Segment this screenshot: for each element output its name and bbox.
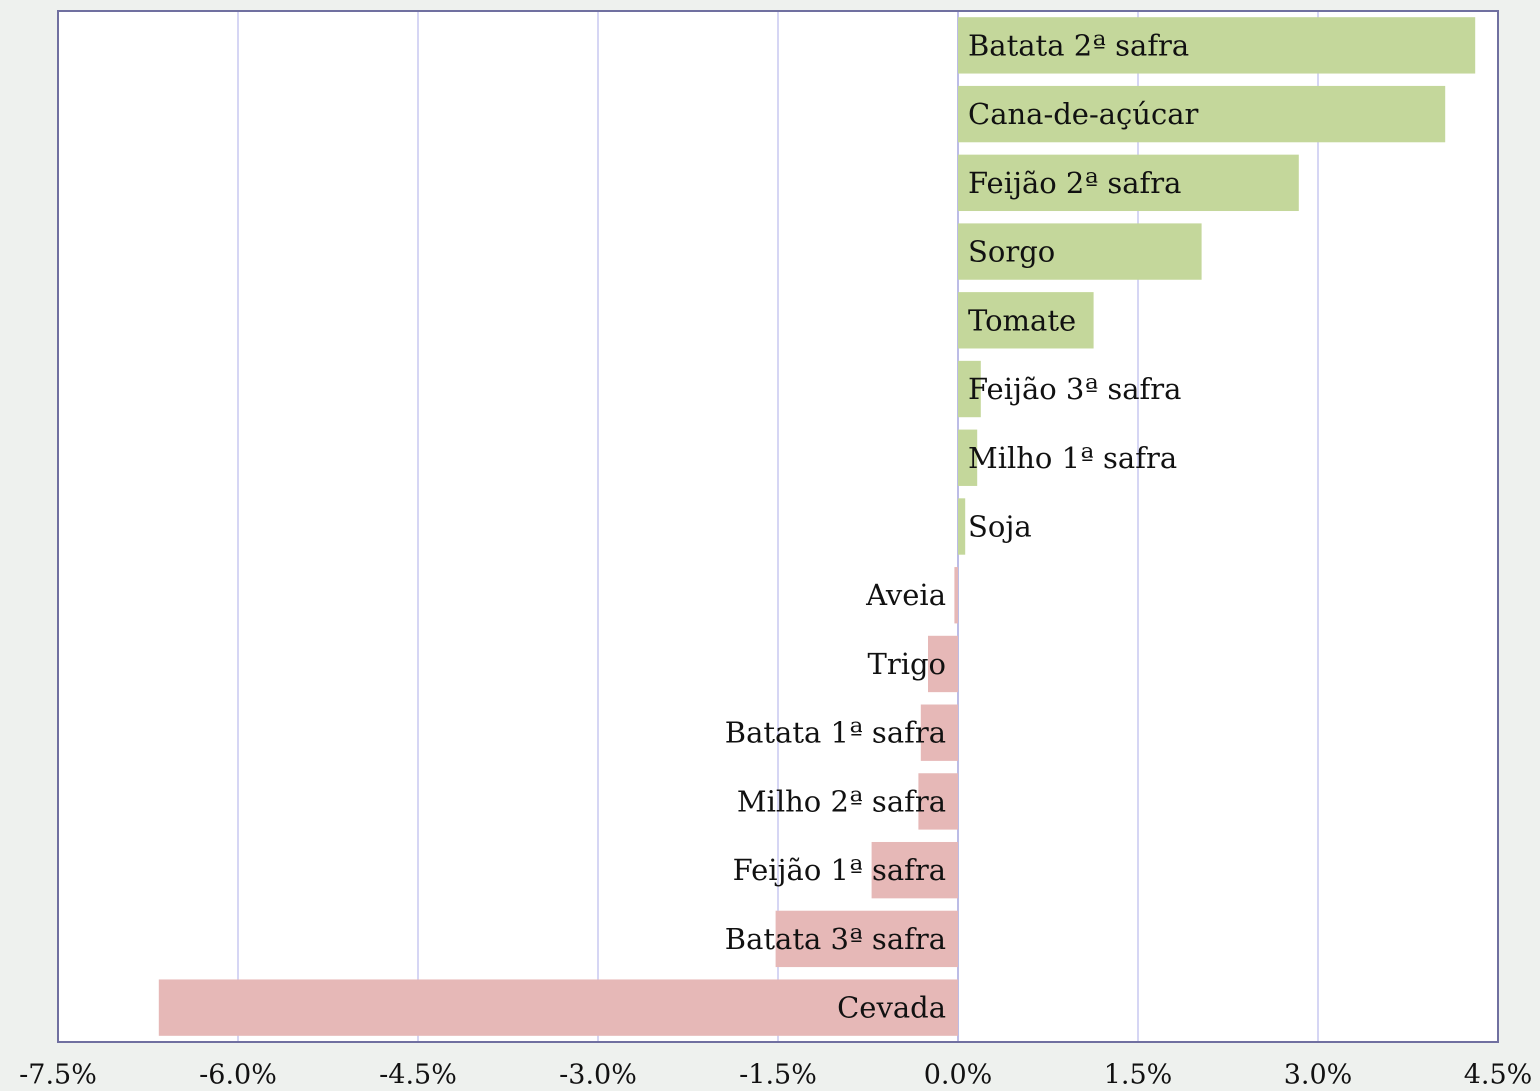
bar xyxy=(958,154,1299,212)
x-tick-label: -6.0% xyxy=(199,1060,277,1091)
bar xyxy=(958,223,1202,280)
bar xyxy=(871,841,958,899)
bar xyxy=(958,429,978,486)
x-tick-label: -7.5% xyxy=(19,1060,97,1091)
category-label: Soja xyxy=(968,510,1032,544)
bar xyxy=(958,360,981,418)
bar xyxy=(920,704,958,761)
bar xyxy=(958,498,966,555)
bar xyxy=(928,635,958,693)
bars xyxy=(158,17,1476,1036)
bar xyxy=(958,85,1446,143)
category-label: Batata 3ª safra xyxy=(725,922,946,956)
x-tick-label: 4.5% xyxy=(1464,1060,1533,1091)
bar xyxy=(954,567,958,624)
bar xyxy=(918,773,958,830)
category-label: Feijão 3ª safra xyxy=(968,372,1181,406)
labels: -7.5% -6.0% -4.5% -3.0% -1.5% 0.0% 1.5% 3.0% 4.5… xyxy=(19,28,1532,1090)
plot-border xyxy=(57,10,1499,1043)
x-tick-label: -1.5% xyxy=(739,1060,817,1091)
category-label: Feijão 2ª safra xyxy=(968,166,1181,200)
category-label: Batata 2ª safra xyxy=(968,28,1189,62)
x-tick-label: 0.0% xyxy=(924,1060,993,1091)
x-tick-label: -3.0% xyxy=(559,1060,637,1091)
category-label: Batata 1ª safra xyxy=(725,716,946,750)
category-label: Aveia xyxy=(865,578,946,612)
category-label: Trigo xyxy=(867,647,946,681)
category-label: Feijão 1ª safra xyxy=(733,853,946,887)
category-label: Sorgo xyxy=(968,235,1055,269)
x-tick-label: 3.0% xyxy=(1284,1060,1353,1091)
category-label: Cana-de-açúcar xyxy=(968,97,1199,131)
category-label: Milho 1ª safra xyxy=(968,441,1177,475)
x-tick-label: -4.5% xyxy=(379,1060,457,1091)
category-label: Milho 2ª safra xyxy=(737,784,946,818)
category-label: Tomate xyxy=(968,303,1076,337)
bar xyxy=(958,292,1094,349)
bar xyxy=(958,17,1476,74)
bar xyxy=(775,910,958,968)
bar xyxy=(158,979,959,1036)
category-label: Cevada xyxy=(837,991,946,1025)
x-tick-label: 1.5% xyxy=(1104,1060,1173,1091)
